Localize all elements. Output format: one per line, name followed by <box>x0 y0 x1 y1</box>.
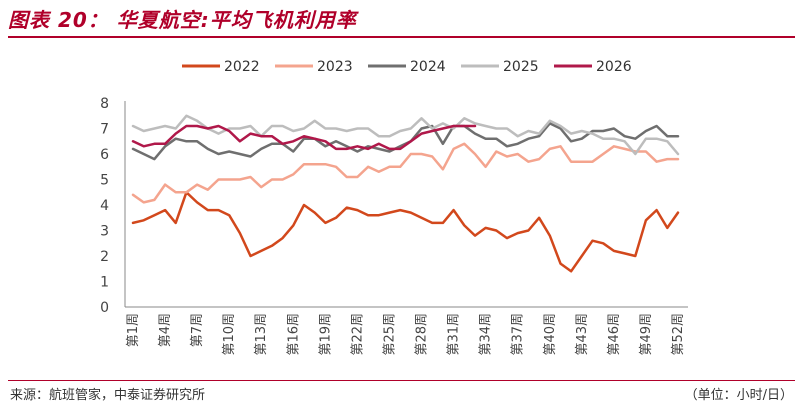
y-tick-label: 5 <box>100 173 109 189</box>
x-tick-label: 第7周 <box>190 313 205 347</box>
legend-label-2025: 2025 <box>503 59 539 75</box>
x-tick-label: 第1周 <box>126 313 141 347</box>
series-line-2022 <box>131 191 680 273</box>
x-tick-label: 第31周 <box>447 313 462 356</box>
series-line-2023 <box>131 142 680 204</box>
source-note: 来源：航班管家，中泰证券研究所 <box>10 388 206 403</box>
legend-label-2022: 2022 <box>224 59 260 75</box>
line-chart: 2022 2023 2024 2025 2026 0 1 2 3 4 5 6 7 8 第1周 第4周 第7周 第… <box>100 59 688 356</box>
x-tick-label: 第25周 <box>383 313 398 356</box>
x-tick-label: 第46周 <box>607 313 622 356</box>
chart-axes: 0 1 2 3 4 5 6 7 8 第1周 第4周 第7周 第10周 第13周 第16周 第19周 第22周 第2… <box>100 96 688 356</box>
y-tick-label: 4 <box>100 198 109 214</box>
y-tick-label: 8 <box>100 96 109 112</box>
series-lines <box>131 114 680 273</box>
x-tick-label: 第28周 <box>415 313 430 356</box>
legend-label-2026: 2026 <box>596 59 632 75</box>
x-tick-label: 第49周 <box>639 313 654 356</box>
x-tick-label: 第43周 <box>575 313 590 356</box>
series-line-2025 <box>131 114 680 156</box>
x-tick-label: 第52周 <box>671 313 686 356</box>
x-tick-label: 第19周 <box>318 313 333 356</box>
y-tick-label: 2 <box>100 249 109 265</box>
legend: 2022 2023 2024 2025 2026 <box>182 59 632 75</box>
x-tick-label: 第40周 <box>543 313 558 356</box>
x-tick-label: 第10周 <box>222 313 237 356</box>
x-tick-label: 第37周 <box>511 313 526 356</box>
chart-title: 图表 20： 华夏航空:平均飞机利用率 <box>8 8 357 32</box>
x-tick-label: 第34周 <box>479 313 494 356</box>
y-tick-label: 0 <box>100 300 109 316</box>
legend-label-2024: 2024 <box>410 59 446 75</box>
x-tick-label: 第13周 <box>254 313 269 356</box>
x-tick-label: 第4周 <box>158 313 173 347</box>
y-tick-label: 6 <box>100 147 109 163</box>
x-tick-label: 第22周 <box>350 313 365 356</box>
x-tick-label: 第16周 <box>286 313 301 356</box>
y-tick-label: 1 <box>100 275 109 291</box>
footer-divider <box>8 380 795 381</box>
legend-label-2023: 2023 <box>317 59 353 75</box>
series-line-2026 <box>131 124 477 151</box>
unit-note: （单位：小时/日） <box>684 388 793 403</box>
y-tick-label: 7 <box>100 122 109 138</box>
y-tick-label: 3 <box>100 224 109 240</box>
title-divider <box>8 36 795 38</box>
